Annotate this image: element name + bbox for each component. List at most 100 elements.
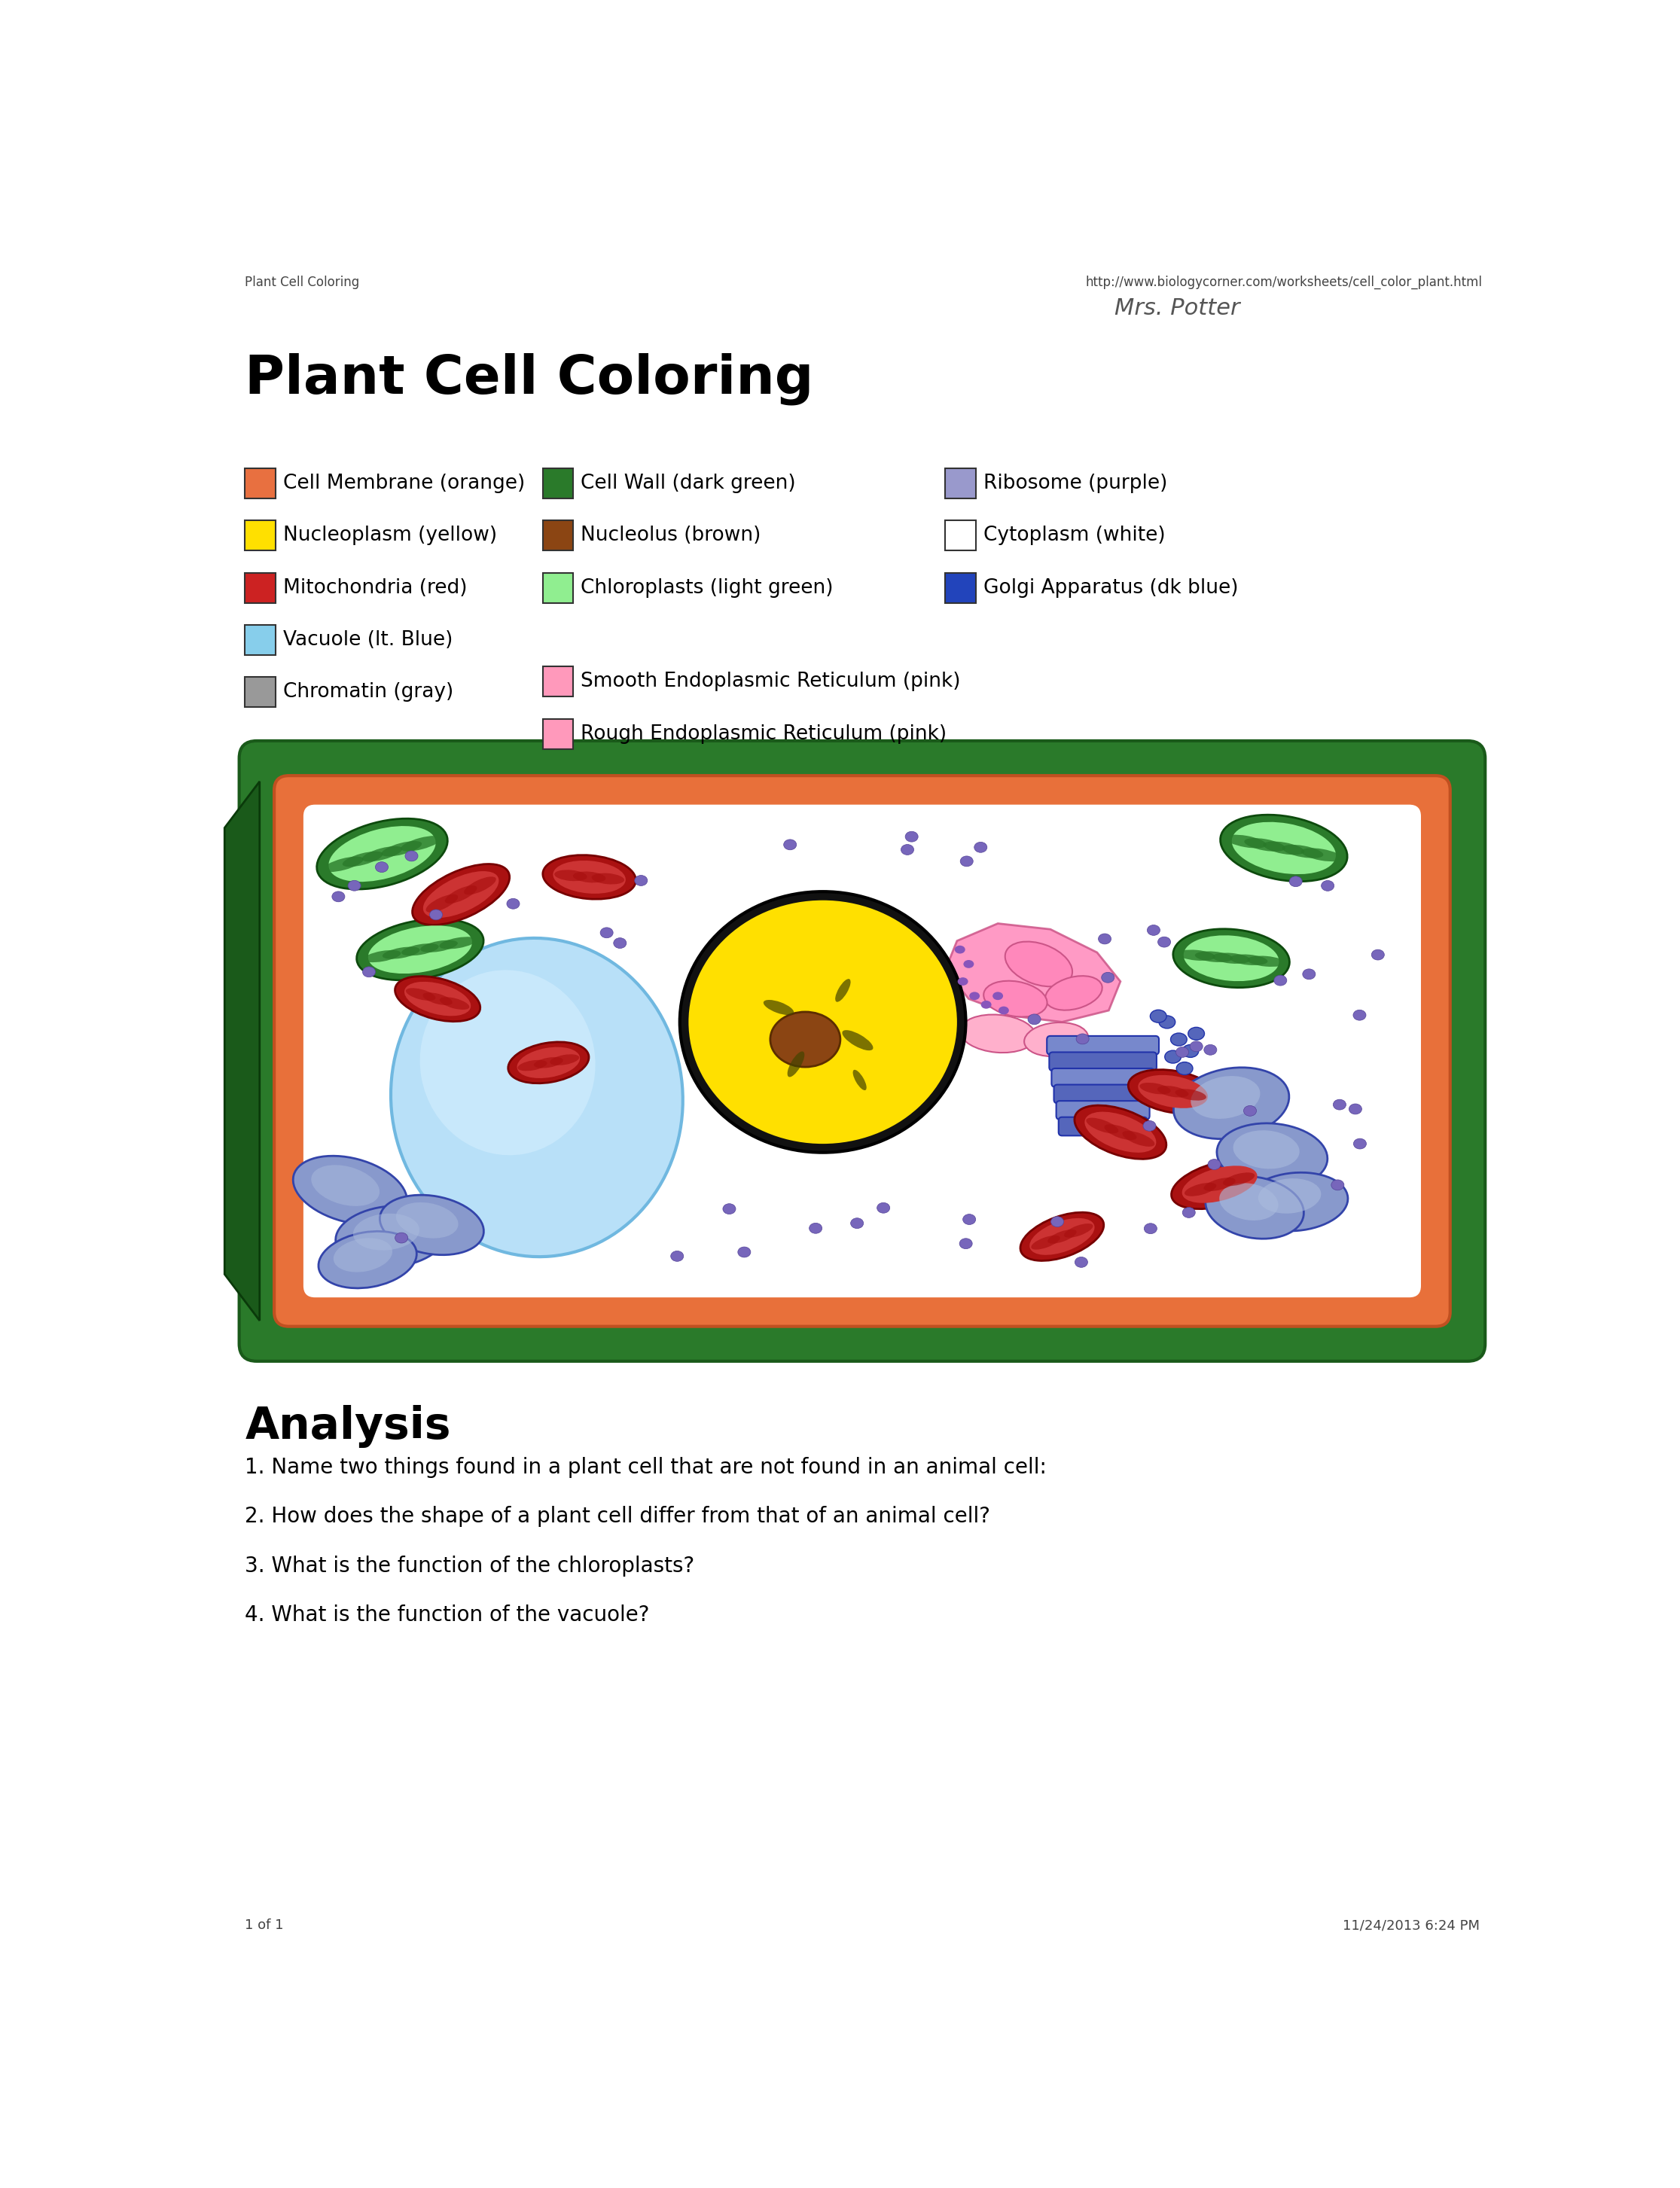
- Ellipse shape: [1247, 956, 1285, 967]
- Ellipse shape: [635, 875, 647, 886]
- Bar: [245, 521, 276, 551]
- Ellipse shape: [1142, 1120, 1156, 1131]
- Text: Cytoplasm (white): Cytoplasm (white): [983, 525, 1166, 545]
- Ellipse shape: [1122, 1131, 1154, 1147]
- Ellipse shape: [517, 1059, 548, 1070]
- Ellipse shape: [543, 856, 637, 899]
- Ellipse shape: [738, 1247, 751, 1258]
- Ellipse shape: [763, 1000, 795, 1015]
- Ellipse shape: [1220, 1184, 1278, 1221]
- Bar: [946, 521, 976, 551]
- Ellipse shape: [900, 845, 914, 856]
- Ellipse shape: [842, 1031, 874, 1050]
- Ellipse shape: [1147, 926, 1159, 936]
- Ellipse shape: [1184, 934, 1278, 980]
- Ellipse shape: [1352, 1011, 1366, 1020]
- Ellipse shape: [1230, 954, 1268, 965]
- Text: Analysis: Analysis: [245, 1405, 450, 1448]
- Text: 11/24/2013 6:24 PM: 11/24/2013 6:24 PM: [1342, 1919, 1480, 1932]
- Ellipse shape: [363, 967, 375, 978]
- Ellipse shape: [402, 943, 438, 956]
- Ellipse shape: [1176, 1090, 1206, 1101]
- Bar: [946, 468, 976, 499]
- Ellipse shape: [343, 851, 383, 866]
- Text: Rough Endoplasmic Reticulum (pink): Rough Endoplasmic Reticulum (pink): [581, 724, 946, 744]
- FancyBboxPatch shape: [1058, 1118, 1147, 1136]
- Ellipse shape: [1203, 1177, 1235, 1190]
- Ellipse shape: [983, 980, 1047, 1017]
- Ellipse shape: [993, 991, 1003, 1000]
- Ellipse shape: [420, 969, 595, 1155]
- Ellipse shape: [396, 1203, 459, 1238]
- Ellipse shape: [1077, 1033, 1089, 1044]
- FancyBboxPatch shape: [1050, 1052, 1156, 1070]
- Ellipse shape: [670, 1252, 684, 1260]
- Text: 2. How does the shape of a plant cell differ from that of an animal cell?: 2. How does the shape of a plant cell di…: [245, 1505, 991, 1527]
- Ellipse shape: [853, 1070, 867, 1090]
- Ellipse shape: [1184, 1184, 1216, 1197]
- Ellipse shape: [1085, 1112, 1156, 1153]
- Ellipse shape: [445, 886, 477, 904]
- Text: Cell Membrane (orange): Cell Membrane (orange): [282, 473, 524, 492]
- Ellipse shape: [368, 926, 472, 974]
- Ellipse shape: [1263, 842, 1304, 856]
- Ellipse shape: [1178, 950, 1215, 961]
- Ellipse shape: [1032, 1236, 1060, 1249]
- Ellipse shape: [783, 840, 796, 849]
- Text: Vacuole (lt. Blue): Vacuole (lt. Blue): [282, 630, 452, 650]
- Ellipse shape: [1102, 971, 1114, 982]
- Ellipse shape: [959, 1015, 1035, 1052]
- Ellipse shape: [534, 1057, 563, 1068]
- Text: 1 of 1: 1 of 1: [245, 1919, 284, 1932]
- Ellipse shape: [1191, 1076, 1260, 1118]
- Ellipse shape: [1176, 1061, 1193, 1074]
- Ellipse shape: [353, 1214, 420, 1249]
- Ellipse shape: [961, 856, 973, 866]
- Ellipse shape: [769, 1011, 840, 1068]
- Ellipse shape: [1151, 1011, 1166, 1022]
- Ellipse shape: [554, 871, 586, 882]
- Bar: [543, 667, 573, 696]
- Ellipse shape: [1020, 1212, 1104, 1260]
- Bar: [245, 626, 276, 654]
- Text: 3. What is the function of the chloroplasts?: 3. What is the function of the chloropla…: [245, 1556, 696, 1578]
- Bar: [946, 573, 976, 604]
- Text: Mitochondria (red): Mitochondria (red): [282, 578, 467, 597]
- Ellipse shape: [1129, 1070, 1218, 1114]
- Ellipse shape: [333, 1238, 393, 1271]
- Text: 1. Name two things found in a plant cell that are not found in an animal cell:: 1. Name two things found in a plant cell…: [245, 1457, 1047, 1477]
- Ellipse shape: [1025, 1022, 1089, 1057]
- Ellipse shape: [391, 939, 682, 1256]
- Ellipse shape: [549, 1055, 580, 1066]
- Ellipse shape: [1183, 1208, 1194, 1219]
- Ellipse shape: [1320, 880, 1334, 891]
- Ellipse shape: [1273, 976, 1287, 985]
- Text: Ribosome (purple): Ribosome (purple): [983, 473, 1168, 492]
- Ellipse shape: [440, 936, 477, 950]
- Ellipse shape: [958, 978, 968, 985]
- Ellipse shape: [963, 1214, 976, 1225]
- Ellipse shape: [356, 919, 484, 980]
- Ellipse shape: [1189, 1041, 1203, 1052]
- Ellipse shape: [969, 991, 979, 1000]
- Ellipse shape: [722, 1203, 736, 1214]
- Ellipse shape: [318, 818, 447, 888]
- Ellipse shape: [333, 891, 344, 901]
- Ellipse shape: [1030, 1219, 1095, 1256]
- Ellipse shape: [1052, 1217, 1063, 1227]
- Ellipse shape: [1223, 1173, 1255, 1186]
- Ellipse shape: [573, 871, 606, 882]
- Ellipse shape: [381, 840, 422, 856]
- Ellipse shape: [1188, 1026, 1205, 1039]
- Ellipse shape: [412, 864, 509, 926]
- Text: Cell Wall (dark green): Cell Wall (dark green): [581, 473, 796, 492]
- Ellipse shape: [1302, 969, 1315, 980]
- Ellipse shape: [1048, 1230, 1077, 1243]
- Ellipse shape: [906, 831, 917, 842]
- Ellipse shape: [1349, 1103, 1362, 1114]
- Ellipse shape: [1225, 836, 1267, 849]
- Ellipse shape: [1173, 930, 1290, 987]
- Ellipse shape: [423, 871, 499, 917]
- Ellipse shape: [1075, 1105, 1166, 1160]
- Ellipse shape: [1005, 941, 1072, 987]
